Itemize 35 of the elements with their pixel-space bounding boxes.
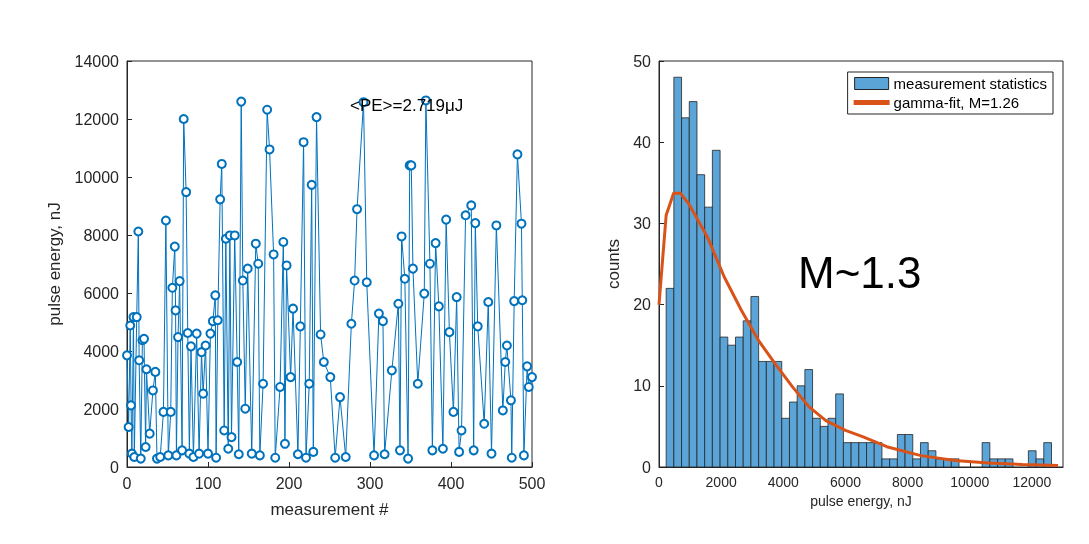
x-tick-label: 500 [518, 474, 546, 492]
annotation: M~1.3 [798, 247, 922, 297]
x-axis-title: measurement # [270, 500, 390, 519]
y-tick-label: 50 [633, 52, 652, 70]
y-tick-label: 30 [633, 214, 652, 232]
y-tick-label: 20 [633, 296, 652, 314]
y-tick-label: 2000 [83, 400, 120, 418]
y-tick-label: 10 [633, 377, 652, 395]
x-axis-title: pulse energy, nJ [810, 492, 912, 509]
y-tick-label: 0 [110, 458, 120, 476]
x-tick-label: 100 [194, 474, 222, 492]
y-axis-title: counts [604, 238, 624, 290]
y-tick-label: 40 [633, 133, 652, 151]
y-tick-label: 12000 [74, 110, 120, 128]
legend-label: measurement statistics [893, 75, 1048, 92]
x-tick-label: 8000 [892, 474, 924, 490]
x-tick-label: 0 [122, 474, 132, 492]
y-tick-label: 6000 [83, 284, 120, 302]
x-tick-label: 4000 [767, 474, 800, 490]
x-tick-label: 300 [356, 474, 384, 492]
legend-label: gamma-fit, M=1.26 [893, 94, 1020, 111]
x-tick-label: 400 [437, 474, 465, 492]
x-tick-label: 12000 [1012, 474, 1052, 490]
y-tick-label: 10000 [74, 168, 120, 186]
x-tick-label: 2000 [705, 474, 737, 490]
y-tick-label: 14000 [74, 52, 120, 70]
y-tick-label: 8000 [83, 226, 120, 244]
line-series [657, 191, 1060, 467]
x-tick-label: 10000 [950, 474, 990, 490]
x-tick-label: 200 [275, 474, 303, 492]
y-axis-title: pulse energy, nJ [45, 202, 64, 326]
x-tick-label: 0 [655, 474, 664, 490]
y-tick-label: 4000 [83, 342, 120, 360]
y-tick-label: 0 [642, 458, 652, 476]
x-tick-label: 6000 [829, 474, 862, 490]
